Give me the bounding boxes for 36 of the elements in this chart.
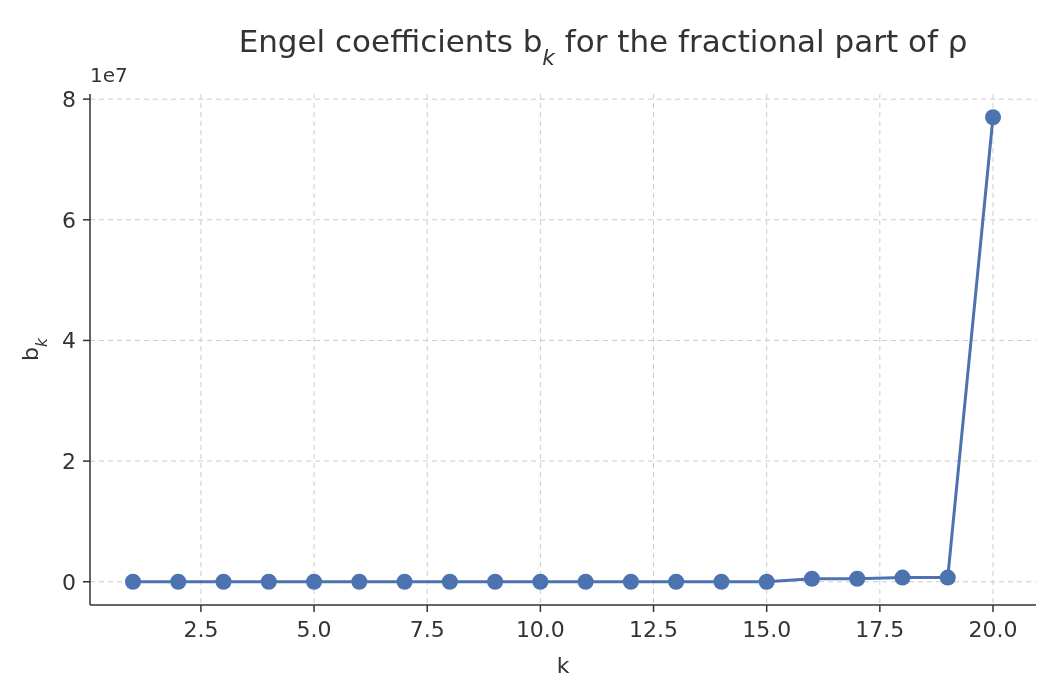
- y-tick-label: 8: [62, 87, 76, 113]
- y-tick-label: 0: [62, 569, 76, 595]
- x-tick-label: 17.5: [855, 617, 905, 642]
- point: [215, 573, 232, 590]
- point: [713, 573, 730, 590]
- chart-title: Engel coefficients b$_{k}$ for the fractional part of ρ: [238, 23, 968, 70]
- point: [894, 569, 911, 586]
- x-tick-label: 2.5: [183, 617, 219, 642]
- x-tick-label: 7.5: [409, 617, 445, 642]
- point: [532, 573, 549, 590]
- point: [396, 573, 413, 590]
- y-tick-label: 4: [62, 328, 76, 354]
- x-tick-label: 15.0: [742, 617, 792, 642]
- point: [487, 573, 504, 590]
- text: 1e7: [90, 63, 128, 87]
- x-tick-label: 20.0: [968, 617, 1018, 642]
- point: [170, 573, 187, 590]
- y-tick-label: 6: [62, 207, 76, 233]
- point: [622, 573, 639, 590]
- point: [125, 573, 141, 590]
- y-tick-label: 2: [62, 449, 76, 475]
- point: [351, 573, 368, 590]
- x-tick-label: 5.0: [296, 617, 332, 642]
- x-axis-title: k: [556, 653, 570, 678]
- x-tick-label: 10.0: [515, 617, 565, 642]
- point: [985, 109, 1001, 126]
- point: [758, 573, 775, 590]
- x-tick-label: 12.5: [629, 617, 679, 642]
- point: [441, 573, 458, 590]
- point: [306, 573, 323, 590]
- point: [668, 573, 685, 590]
- point: [260, 573, 277, 590]
- point: [577, 573, 594, 590]
- point: [849, 570, 866, 587]
- point: [803, 570, 820, 587]
- point: [939, 569, 956, 586]
